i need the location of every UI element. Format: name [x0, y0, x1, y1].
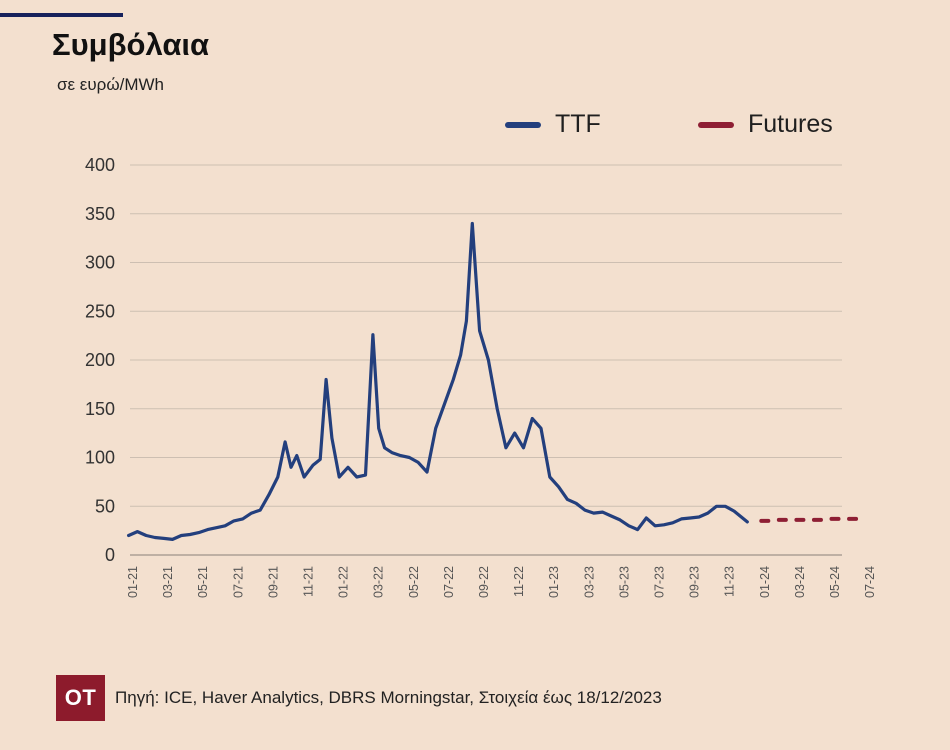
- x-tick-label-07-22: 07-22: [442, 566, 456, 598]
- x-tick-label-09-23: 09-23: [688, 566, 702, 598]
- y-tick-label-50: 50: [95, 496, 115, 516]
- y-tick-label-250: 250: [85, 301, 115, 321]
- line-chart: 0 50 100 150 200 250 300 350 400 01-21 03-21 05-21 0…: [85, 155, 877, 598]
- x-tick-label-07-24: 07-24: [863, 566, 877, 598]
- y-tick-label-150: 150: [85, 399, 115, 419]
- x-tick-label-05-24: 05-24: [828, 566, 842, 598]
- x-tick-label-07-23: 07-23: [653, 566, 667, 598]
- x-tick-label-01-21: 01-21: [126, 566, 140, 598]
- x-tick-label-03-24: 03-24: [793, 566, 807, 598]
- x-tick-label-01-22: 01-22: [337, 566, 351, 598]
- chart-title: Συμβόλαια: [52, 27, 210, 62]
- x-tick-label-01-23: 01-23: [547, 566, 561, 598]
- y-tick-label-200: 200: [85, 350, 115, 370]
- legend-swatch-ttf: [505, 121, 541, 128]
- accent-bar: [0, 13, 123, 17]
- x-tick-label-09-22: 09-22: [477, 566, 491, 598]
- x-tick-label-03-21: 03-21: [161, 566, 175, 598]
- chart-subtitle: σε ευρώ/MWh: [57, 75, 164, 94]
- legend-swatch-futures: [698, 121, 734, 128]
- y-tick-label-300: 300: [85, 253, 115, 273]
- y-tick-label-400: 400: [85, 155, 115, 175]
- x-tick-label-11-23: 11-23: [723, 566, 737, 597]
- ot-logo: OT: [56, 675, 105, 721]
- y-tick-label-100: 100: [85, 448, 115, 468]
- x-tick-label-05-21: 05-21: [196, 566, 210, 598]
- legend-label-ttf: TTF: [555, 110, 601, 138]
- x-tick-label-05-23: 05-23: [617, 566, 631, 598]
- x-tick-label-05-22: 05-22: [407, 566, 421, 598]
- legend-item-futures: Futures: [698, 110, 833, 139]
- legend-label-futures: Futures: [748, 110, 833, 138]
- x-tick-label-11-22: 11-22: [512, 566, 526, 597]
- x-tick-label-03-23: 03-23: [582, 566, 596, 598]
- series-line-ttf: [127, 221, 749, 541]
- source-note: Πηγή: ICE, Haver Analytics, DBRS Morning…: [115, 688, 662, 707]
- y-tick-label-0: 0: [105, 545, 115, 565]
- y-tick-label-350: 350: [85, 204, 115, 224]
- x-tick-label-09-21: 09-21: [266, 566, 280, 598]
- x-tick-label-07-21: 07-21: [231, 566, 245, 598]
- legend-item-ttf: TTF: [505, 110, 601, 139]
- x-tick-label-11-21: 11-21: [302, 566, 316, 597]
- x-tick-label-03-22: 03-22: [372, 566, 386, 598]
- footer: OT Πηγή: ICE, Haver Analytics, DBRS Morn…: [56, 675, 662, 721]
- x-tick-label-01-24: 01-24: [758, 566, 772, 598]
